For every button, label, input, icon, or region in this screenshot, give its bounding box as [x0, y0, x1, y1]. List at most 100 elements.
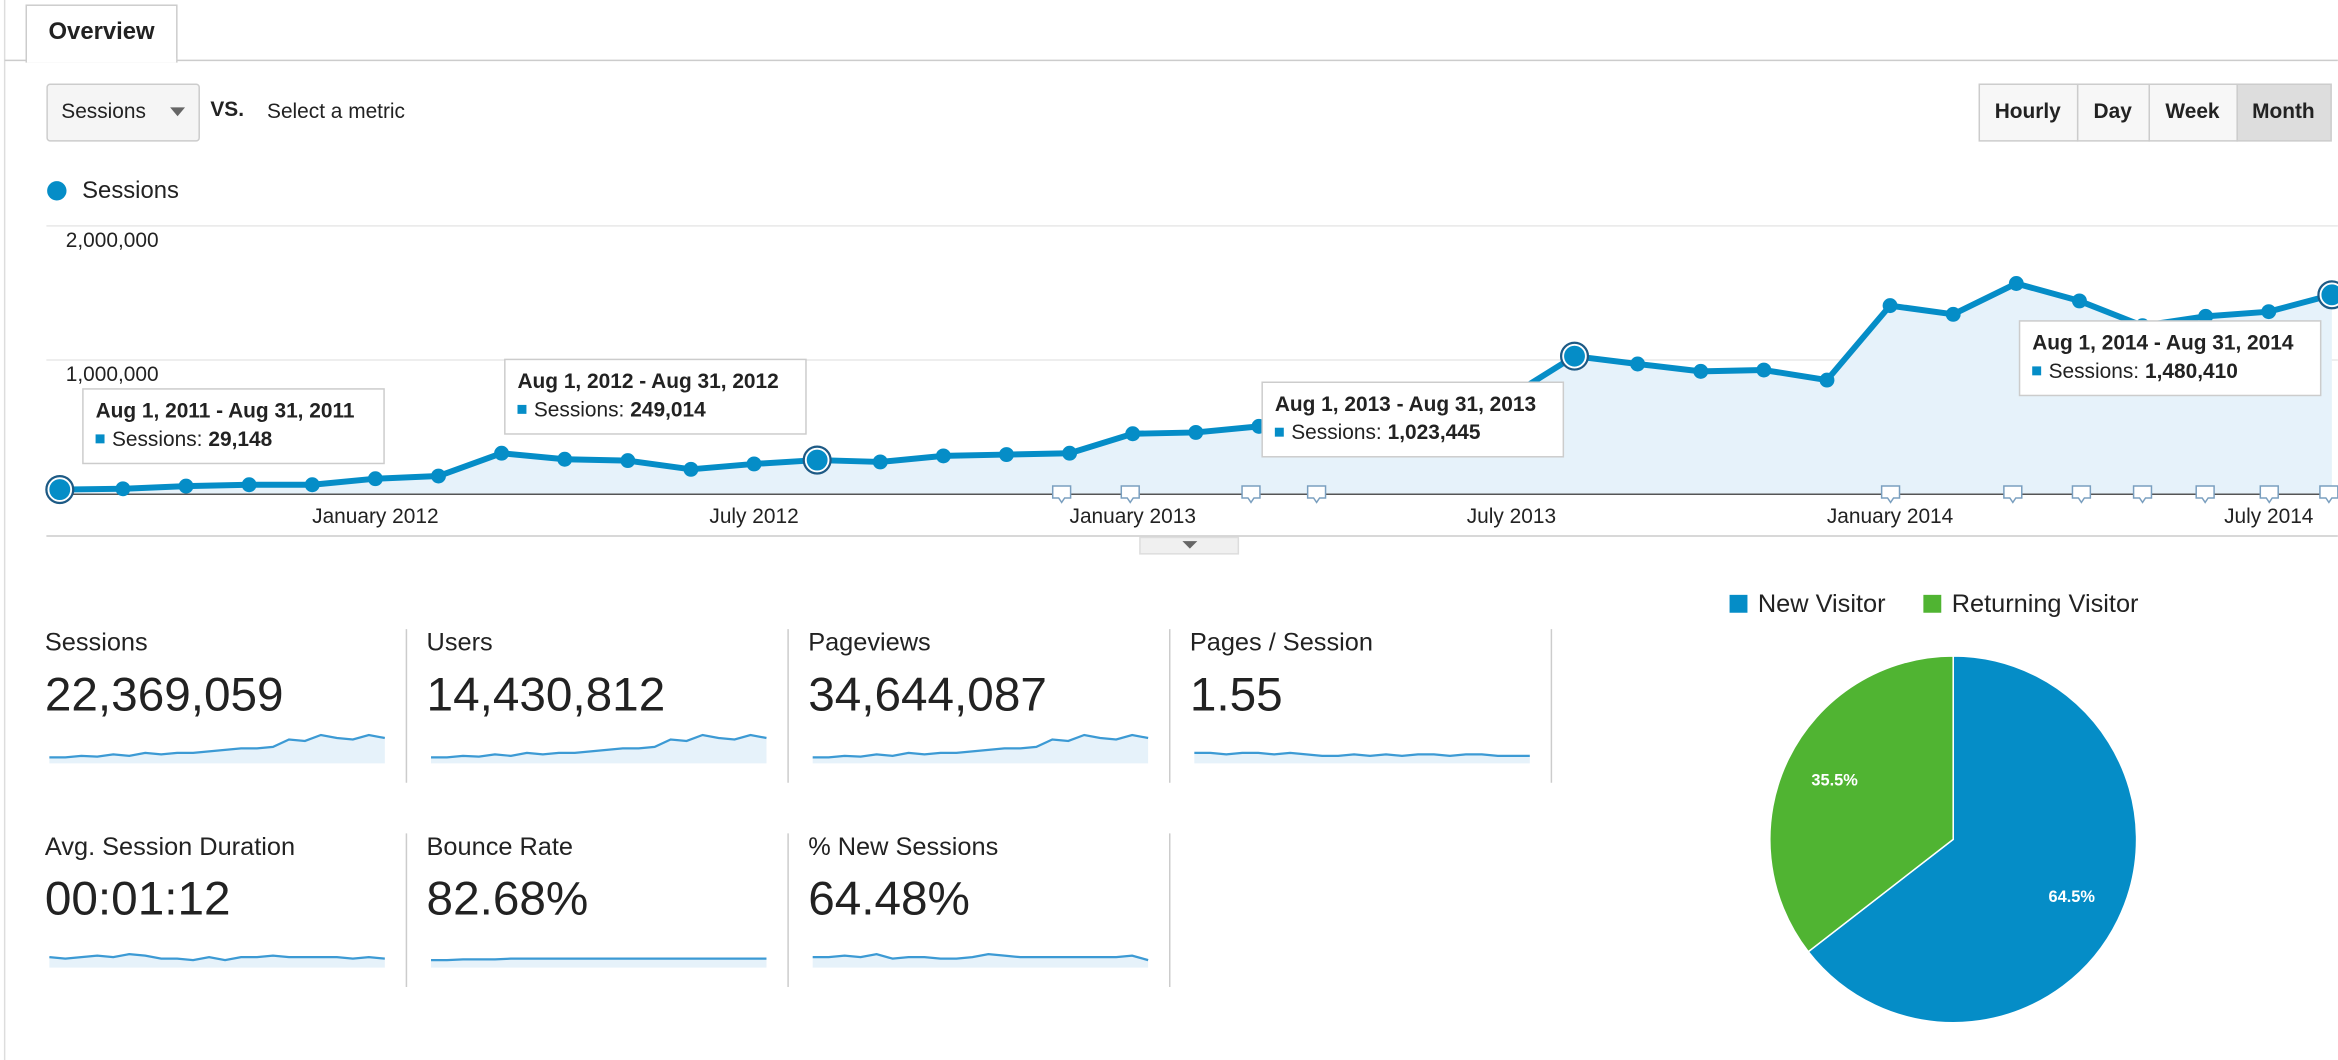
point[interactable] [999, 447, 1014, 463]
point[interactable] [1188, 424, 1204, 440]
metric-label[interactable]: Sessions [45, 629, 148, 657]
point[interactable] [304, 477, 320, 493]
tooltip-period: Aug 1, 2014 - Aug 31, 2014 [2032, 332, 2294, 355]
annotation-marker[interactable] [2195, 485, 2215, 504]
sparkline-area [431, 734, 767, 764]
tooltip-box [504, 358, 807, 435]
metric-label[interactable]: Pageviews [808, 629, 931, 657]
point[interactable] [620, 453, 636, 469]
point[interactable] [683, 461, 699, 477]
annotation-marker[interactable] [2319, 485, 2338, 504]
point[interactable] [1756, 362, 1772, 378]
annotation-marker[interactable] [2003, 485, 2023, 504]
granularity-label[interactable]: Day [2094, 100, 2133, 123]
tooltip-metric: Sessions: [1291, 421, 1381, 444]
tooltip-box [82, 388, 385, 465]
granularity-button[interactable] [2148, 83, 2238, 142]
point[interactable] [1945, 306, 1961, 322]
tooltip-box [1261, 381, 1565, 458]
point[interactable] [2261, 304, 2277, 320]
sparkline [49, 953, 385, 962]
metric-label[interactable]: Bounce Rate [427, 833, 573, 861]
granularity-button[interactable] [2236, 83, 2332, 142]
sparkline [49, 733, 386, 759]
point[interactable] [1882, 298, 1898, 314]
point[interactable] [1630, 356, 1646, 372]
point[interactable] [2198, 308, 2214, 324]
highlight-ring [2317, 280, 2338, 310]
highlighted-point[interactable] [2318, 281, 2338, 309]
annotation-marker[interactable] [1051, 485, 1072, 504]
legend-swatch [1729, 594, 1748, 613]
pie-slice[interactable] [1769, 655, 1954, 953]
legend-swatch [1923, 594, 1942, 613]
metric-label[interactable]: % New Sessions [808, 833, 998, 861]
point[interactable] [2008, 276, 2024, 291]
sparkline-area [49, 734, 385, 764]
annotation-marker[interactable] [1306, 485, 1327, 504]
tab-cover [27, 58, 177, 63]
pie-slice[interactable] [1807, 655, 2138, 1024]
point[interactable] [746, 456, 762, 472]
x-tick-label: July 2014 [2224, 505, 2313, 528]
point[interactable] [178, 478, 194, 494]
point[interactable] [115, 481, 131, 497]
annotation-marker[interactable] [1120, 485, 1140, 504]
tooltip-value: 29,148 [208, 428, 272, 451]
metric-cards: Sessions 22,369,059 Users 14,430,812 Pagevie… [45, 629, 1553, 987]
point[interactable] [494, 445, 510, 461]
point[interactable] [557, 451, 573, 467]
point[interactable] [935, 448, 951, 464]
annotation-marker[interactable] [1241, 485, 1261, 504]
tooltip-metric: Sessions: [112, 428, 202, 451]
point[interactable] [2071, 293, 2087, 309]
select-metric-link[interactable]: Select a metric [267, 100, 405, 123]
sparkline [812, 953, 1149, 962]
point[interactable] [241, 477, 257, 493]
x-tick-label: July 2013 [1467, 505, 1556, 528]
metric-label[interactable]: Pages / Session [1190, 629, 1373, 657]
granularity-label[interactable]: Month [2252, 100, 2315, 123]
y-tick-label: 2,000,000 [66, 229, 159, 252]
pie-chart: New Visitor Returning Visitor 64.5% 35.5% [1729, 590, 2139, 1024]
point[interactable] [1062, 445, 1078, 461]
tooltip-swatch [95, 434, 105, 444]
metric-value: 22,369,059 [45, 668, 284, 721]
annotation-marker[interactable] [2132, 485, 2153, 504]
annotation-marker[interactable] [2071, 485, 2092, 504]
tooltip-value: 249,014 [630, 398, 706, 421]
highlighted-point[interactable] [1561, 342, 1588, 370]
highlighted-point[interactable] [46, 476, 74, 503]
metric-label[interactable]: Users [427, 629, 493, 657]
x-tick-label: January 2013 [1070, 505, 1196, 528]
point[interactable] [367, 471, 383, 487]
metric-value: 82.68% [427, 873, 589, 926]
annotation-marker[interactable] [2259, 485, 2279, 504]
tooltip-metric: Sessions: [534, 398, 624, 421]
point[interactable] [1693, 363, 1709, 379]
legend-dot [47, 181, 67, 201]
point[interactable] [1819, 372, 1835, 388]
metric-value: 00:01:12 [45, 873, 231, 926]
tab-label[interactable]: Overview [49, 18, 155, 45]
dropdown-arrow [170, 107, 186, 117]
legend-label: Returning Visitor [1952, 590, 2139, 618]
vs-label: VS. [210, 98, 244, 121]
point[interactable] [1125, 426, 1141, 442]
tab[interactable] [25, 4, 178, 63]
annotation-marker[interactable] [1880, 485, 1901, 504]
metric-dropdown-label[interactable]: Sessions [61, 100, 146, 123]
tooltip-period: Aug 1, 2012 - Aug 31, 2012 [517, 370, 778, 393]
metric-value: 1.55 [1190, 668, 1283, 721]
granularity-label[interactable]: Hourly [1995, 100, 2061, 123]
tooltip-period: Aug 1, 2013 - Aug 31, 2013 [1275, 393, 1536, 416]
granularity-label[interactable]: Week [2165, 100, 2220, 123]
metric-label[interactable]: Avg. Session Duration [45, 833, 295, 861]
point[interactable] [872, 454, 888, 470]
point[interactable] [431, 468, 446, 484]
legend-label: New Visitor [1758, 590, 1886, 618]
metric-dropdown[interactable] [46, 83, 200, 142]
sparkline [431, 733, 767, 759]
highlighted-point[interactable] [803, 446, 831, 474]
